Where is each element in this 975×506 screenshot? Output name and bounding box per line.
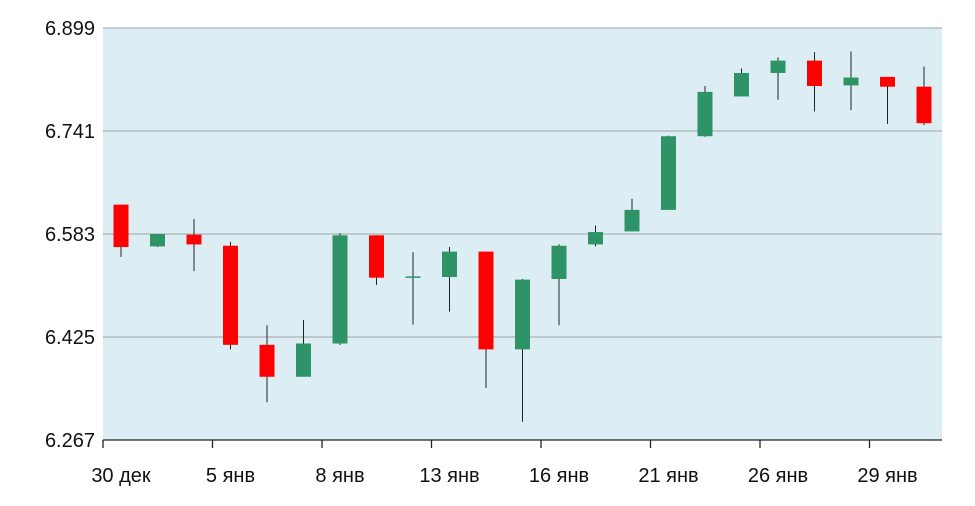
candle-body-down [369, 235, 384, 278]
candle-body-up [734, 72, 749, 97]
candle [442, 247, 457, 312]
candle [880, 76, 895, 124]
candle [259, 325, 275, 403]
candle-body-down [223, 245, 238, 345]
candle-body-up [661, 136, 676, 210]
candle-body-up [442, 251, 457, 278]
candle [405, 252, 421, 325]
candle [186, 219, 202, 272]
candle-body-up [332, 235, 348, 344]
candle [332, 233, 348, 345]
candle-body-up [150, 234, 165, 247]
candle-body-up [697, 91, 713, 137]
x-tick-label: 21 янв [638, 465, 698, 487]
x-tick-label: 29 янв [857, 465, 917, 487]
candle-body-up [515, 279, 530, 350]
x-tick-label: 13 янв [419, 465, 479, 487]
candle [478, 251, 494, 388]
y-axis-tick-labels: 6.899 6.741 6.583 6.425 6.267 [45, 18, 95, 452]
candle [661, 135, 676, 210]
x-tick-label: 26 янв [748, 465, 808, 487]
candle [734, 68, 749, 97]
y-tick-label: 6.899 [45, 18, 95, 40]
candle [369, 235, 384, 285]
candles [113, 51, 932, 422]
y-tick-label: 6.741 [45, 121, 95, 143]
candle [770, 57, 786, 100]
candle-body-up [624, 209, 640, 232]
candle-body-down [259, 344, 275, 377]
x-axis: 30 дек 5 янв 8 янв 13 янв 16 янв 21 янв 26 янв… [91, 439, 942, 487]
candle [515, 278, 530, 422]
candle-body-down [186, 234, 202, 245]
candle-body-up [405, 276, 421, 278]
candle [113, 204, 129, 257]
candle [551, 244, 567, 326]
candle-body-up [770, 60, 786, 73]
candle [697, 86, 713, 137]
x-tick-label: 30 дек [91, 465, 151, 487]
candle [150, 234, 165, 248]
candle [807, 52, 822, 112]
x-tick-label: 8 янв [315, 465, 364, 487]
x-tick-label: 5 янв [206, 465, 255, 487]
candle-body-up [296, 343, 311, 377]
candle [588, 225, 603, 247]
candle [296, 320, 311, 377]
candle-body-up [588, 232, 603, 245]
candle-body-down [113, 204, 129, 248]
candle [624, 198, 640, 232]
candle [916, 66, 932, 126]
x-tick-label: 16 янв [529, 465, 589, 487]
y-tick-label: 6.425 [45, 327, 95, 349]
y-tick-label: 6.267 [45, 430, 95, 452]
candle [843, 51, 859, 111]
candle-body-up [843, 77, 859, 86]
candle-body-down [478, 251, 494, 350]
y-tick-label: 6.583 [45, 224, 95, 246]
candle [223, 241, 238, 350]
candle-body-up [551, 245, 567, 279]
candle-body-down [880, 76, 895, 87]
candle-body-down [916, 86, 932, 124]
candle-body-down [807, 60, 822, 87]
